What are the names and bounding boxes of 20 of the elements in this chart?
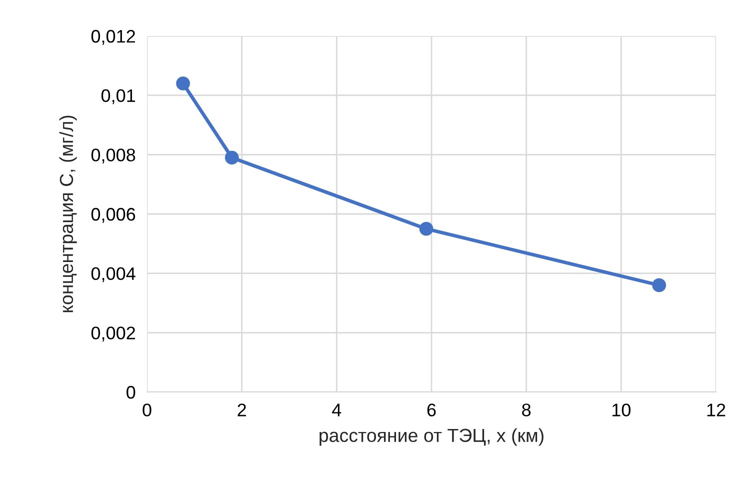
y-axis-title: концентрация C, (мг/л)	[59, 116, 77, 312]
x-tick-label: 6	[427, 404, 436, 416]
x-tick-label: 12	[707, 404, 726, 416]
point	[176, 76, 190, 90]
y-tick-label: 0,012	[91, 30, 135, 45]
y-tick-label: 0,01	[101, 89, 136, 104]
y-tick-label: 0,004	[91, 267, 136, 282]
x-tick-label: 2	[238, 404, 246, 416]
x-tick-label: 0	[142, 404, 152, 416]
y-tick-label: 0,006	[91, 208, 136, 223]
y-tick-label: 0,002	[91, 326, 135, 342]
x-tick-label: 10	[612, 404, 631, 416]
point	[652, 278, 666, 292]
y-tick-label: 0,008	[91, 148, 136, 164]
x-axis-title: расстояние от ТЭЦ, x (км)	[320, 428, 544, 446]
y-tick-label: 0	[126, 386, 136, 399]
point	[224, 150, 239, 165]
x-tick-label: 8	[522, 404, 531, 416]
point	[419, 222, 434, 236]
x-tick-label: 4	[332, 404, 342, 416]
